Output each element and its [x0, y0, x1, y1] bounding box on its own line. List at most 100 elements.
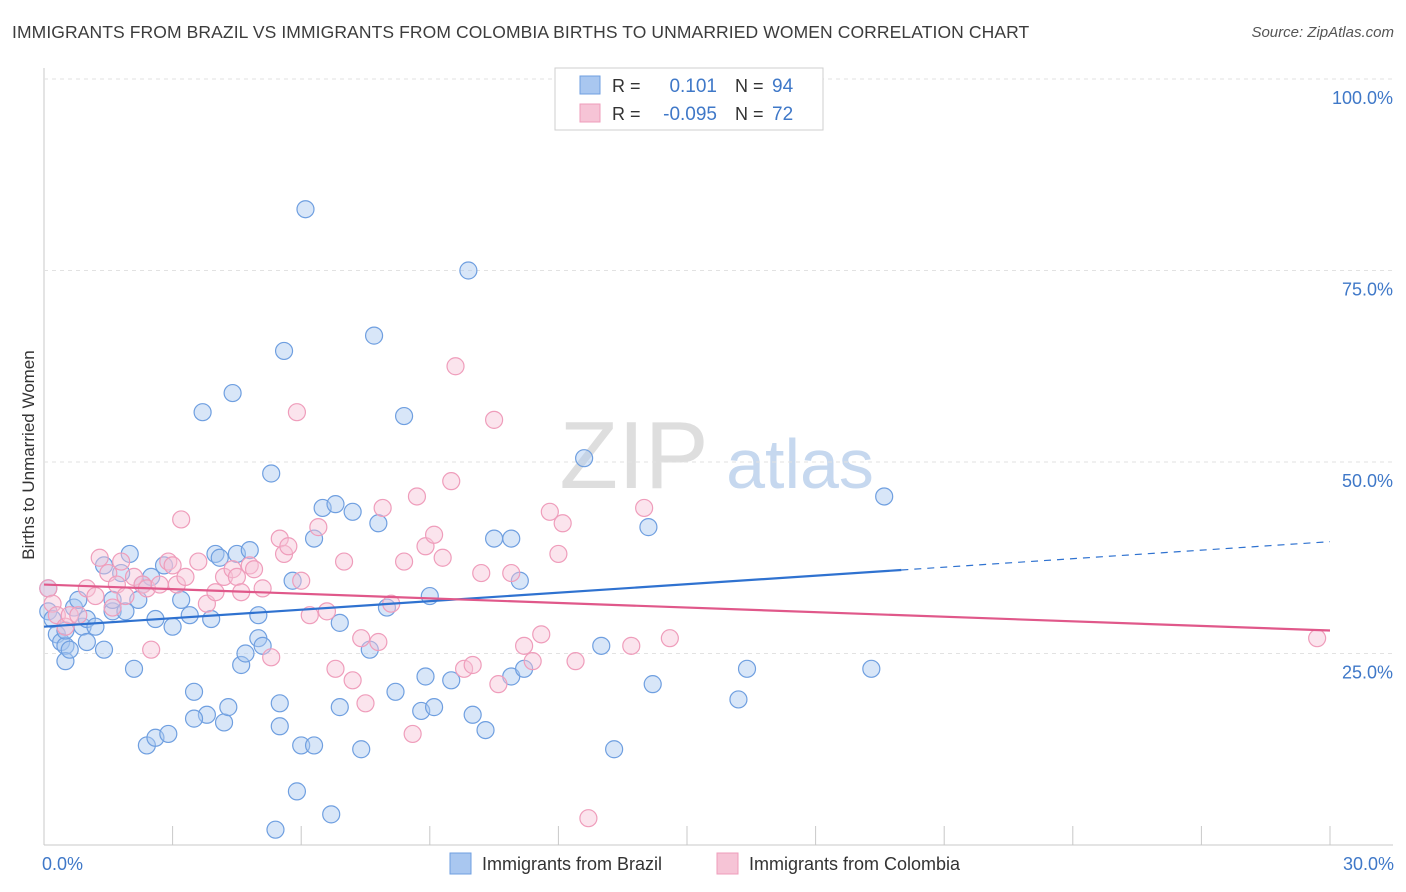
point-brazil-89	[592, 636, 611, 655]
point-brazil-78	[424, 698, 444, 717]
point-colombia-39	[292, 571, 311, 590]
point-brazil-82	[476, 720, 495, 740]
point-colombia-51	[394, 552, 414, 571]
point-brazil-44	[219, 698, 238, 717]
legend-swatch-colombia	[716, 852, 739, 875]
point-brazil-53	[270, 717, 289, 736]
legend-swatch-brazil	[449, 852, 472, 875]
point-colombia-52	[403, 724, 422, 744]
point-colombia-49	[373, 498, 392, 518]
point-colombia-37	[279, 537, 298, 556]
point-brazil-40	[210, 548, 229, 567]
y-tick-labels: 25.0% 50.0% 75.0% 100.0%	[1332, 88, 1393, 683]
point-brazil-38	[202, 609, 221, 629]
point-brazil-45	[232, 655, 251, 675]
point-brazil-52	[266, 820, 285, 839]
chart-source: Source: ZipAtlas.com	[1251, 24, 1394, 41]
point-colombia-64	[502, 563, 521, 583]
point-colombia-45	[343, 671, 362, 690]
point-colombia-24	[189, 552, 208, 571]
point-brazil-58	[292, 736, 311, 755]
point-colombia-62	[485, 410, 504, 429]
stats-legend-swatch-brazil	[579, 75, 601, 95]
point-brazil-60	[304, 736, 324, 755]
legend-label-brazil: Immigrants from Brazil	[482, 854, 662, 874]
point-colombia-75	[660, 629, 679, 648]
legend-label-colombia: Immigrants from Colombia	[749, 854, 961, 874]
point-colombia-34	[262, 648, 281, 667]
point-brazil-33	[184, 682, 204, 701]
point-brazil-80	[459, 261, 478, 280]
point-colombia-53	[407, 487, 427, 506]
stats-r-label-brazil: R =	[612, 76, 641, 96]
point-colombia-5	[69, 606, 88, 625]
point-colombia-0	[39, 579, 58, 598]
point-colombia-65	[515, 636, 534, 655]
point-colombia-13	[116, 586, 135, 606]
point-colombia-33	[253, 579, 272, 598]
point-colombia-1	[43, 594, 62, 613]
point-colombia-56	[433, 548, 452, 567]
point-colombia-41	[309, 518, 328, 537]
point-colombia-7	[86, 586, 105, 606]
point-colombia-44	[334, 552, 354, 571]
point-colombia-72	[579, 809, 598, 828]
trend-line-colombia	[43, 583, 1331, 632]
point-brazil-6	[56, 652, 75, 671]
point-brazil-32	[172, 590, 191, 609]
point-colombia-47	[356, 694, 375, 713]
point-colombia-18	[150, 575, 169, 594]
point-colombia-10	[103, 598, 122, 617]
y-tick-label-1: 50.0%	[1342, 471, 1393, 491]
stats-legend: R = 0.101 N = 94 R = -0.095 N = 72	[554, 67, 824, 131]
point-brazil-63	[330, 613, 349, 632]
point-colombia-38	[287, 403, 307, 422]
data-points	[39, 200, 1327, 839]
point-colombia-8	[90, 548, 109, 567]
point-brazil-64	[322, 805, 341, 824]
stats-r-label-colombia: R =	[612, 104, 641, 124]
x-tick-label-max: 30.0%	[1343, 854, 1394, 874]
point-brazil-61	[304, 529, 324, 548]
point-colombia-43	[326, 659, 345, 678]
point-brazil-22	[124, 659, 144, 678]
point-brazil-57	[287, 782, 307, 801]
point-brazil-8	[60, 640, 79, 659]
point-colombia-55	[424, 525, 444, 544]
point-brazil-67	[343, 502, 362, 521]
point-colombia-67	[532, 625, 551, 644]
point-colombia-70	[553, 514, 572, 533]
point-brazil-95	[862, 659, 881, 678]
stats-n-label-brazil: N =	[735, 76, 764, 96]
stats-n-label-colombia: N =	[735, 104, 764, 124]
trend-line-brazil	[43, 568, 902, 628]
point-brazil-81	[463, 705, 482, 724]
point-colombia-71	[566, 652, 585, 671]
y-tick-label-3: 100.0%	[1332, 88, 1393, 108]
point-colombia-20	[163, 556, 182, 575]
point-brazil-96	[875, 487, 894, 506]
point-colombia-60	[463, 655, 482, 675]
point-brazil-94	[737, 659, 757, 678]
point-brazil-91	[639, 518, 658, 537]
watermark-atlas: atlas	[726, 425, 874, 503]
point-brazil-54	[270, 694, 289, 713]
stats-legend-swatch-colombia	[579, 103, 601, 123]
point-colombia-57	[442, 472, 461, 491]
point-colombia-68	[540, 502, 559, 521]
point-colombia-26	[206, 583, 225, 602]
point-brazil-88	[575, 449, 594, 468]
point-brazil-65	[326, 495, 345, 514]
x-tick-label-min: 0.0%	[42, 854, 83, 874]
point-brazil-31	[163, 617, 182, 636]
point-brazil-83	[485, 529, 504, 548]
stats-n-value-colombia: 72	[772, 104, 793, 125]
point-colombia-23	[172, 510, 191, 529]
point-colombia-12	[112, 552, 131, 571]
point-brazil-71	[364, 326, 384, 345]
point-brazil-74	[394, 406, 414, 426]
point-brazil-51	[262, 464, 281, 483]
point-colombia-69	[549, 544, 568, 564]
point-brazil-66	[330, 698, 349, 717]
